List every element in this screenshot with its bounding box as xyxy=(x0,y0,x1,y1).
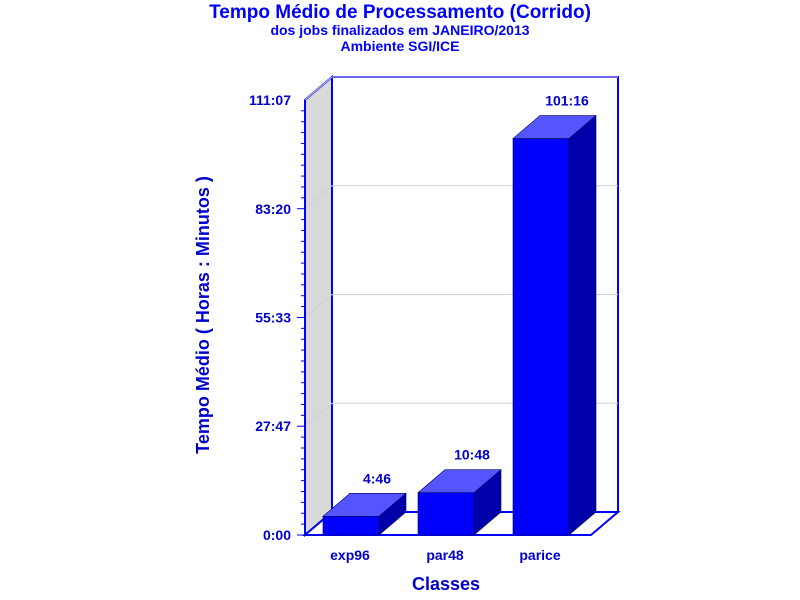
x-tick-label: parice xyxy=(519,547,560,563)
data-label: 101:16 xyxy=(545,93,589,109)
y-tick-label: 0:00 xyxy=(263,527,291,543)
bar-side xyxy=(568,114,597,536)
x-tick-label: exp96 xyxy=(330,547,370,563)
y-axis xyxy=(297,100,306,536)
bar-par48 xyxy=(417,469,502,536)
y-tick-label: 83:20 xyxy=(255,201,291,217)
bar-side xyxy=(473,469,502,536)
y-tick-label: 27:47 xyxy=(255,418,291,434)
y-tick-labels: 0:00 27:47 55:33 83:20 111:07 xyxy=(249,92,291,543)
gridline-side xyxy=(304,185,333,210)
gridline-side xyxy=(304,402,333,427)
bar-front xyxy=(512,138,570,536)
chart-title: Tempo Médio de Processamento (Corrido) xyxy=(209,2,591,23)
bar-side xyxy=(378,492,407,536)
chart-subtitle: dos jobs finalizados em JANEIRO/2013 xyxy=(270,22,530,38)
x-tick-label: par48 xyxy=(426,547,464,563)
bars xyxy=(322,114,597,536)
chart-subtitle-2: Ambiente SGI/ICE xyxy=(340,38,460,54)
data-labels: 4:46 10:48 101:16 xyxy=(363,93,589,487)
bar-exp96 xyxy=(322,492,407,536)
bar-front xyxy=(322,516,380,536)
data-label: 4:46 xyxy=(363,470,391,486)
gridline-side xyxy=(304,76,333,101)
y-tick-label: 55:33 xyxy=(255,310,291,326)
x-tick-labels: exp96 par48 parice xyxy=(330,547,561,563)
bar-front xyxy=(417,492,475,536)
gridline-side xyxy=(304,294,333,318)
x-axis-label: Classes xyxy=(412,574,480,594)
y-tick-label: 111:07 xyxy=(249,92,291,108)
bar-parice xyxy=(512,114,597,536)
y-axis-label: Tempo Médio ( Horas : Minutos ) xyxy=(193,176,213,454)
data-label: 10:48 xyxy=(454,447,490,463)
